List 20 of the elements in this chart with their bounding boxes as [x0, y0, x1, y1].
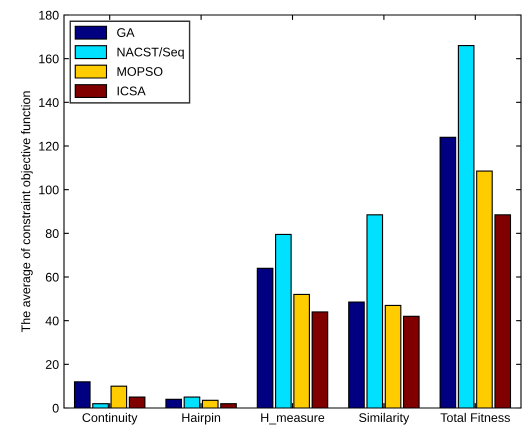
legend-label: MOPSO	[118, 67, 162, 76]
y-axis-title: The average of constraint objective function	[21, 91, 33, 332]
y-tick-label: 0	[52, 404, 59, 413]
y-tick-label: 140	[39, 98, 59, 107]
legend-label: GA	[117, 28, 135, 37]
y-tick-label: 40	[46, 316, 59, 326]
legend-label: NACST/Seq	[118, 47, 184, 59]
x-tick-label: Hairpin	[182, 412, 220, 425]
y-tick-label: 160	[39, 54, 59, 64]
y-tick-label: 80	[46, 229, 59, 238]
y-tick-label: 120	[39, 142, 59, 151]
x-tick-label: Continuity	[82, 412, 138, 425]
y-tick-label: 180	[39, 10, 59, 20]
x-tick-label: Total Fitness	[440, 412, 510, 422]
x-tick-label: H_measure	[261, 413, 324, 424]
y-tick-label: 60	[46, 272, 59, 282]
legend-label: ICSA	[118, 86, 146, 96]
x-tick-label: Similarity	[359, 412, 410, 425]
y-tick-label: 20	[46, 360, 59, 369]
y-tick-label: 100	[39, 185, 59, 194]
